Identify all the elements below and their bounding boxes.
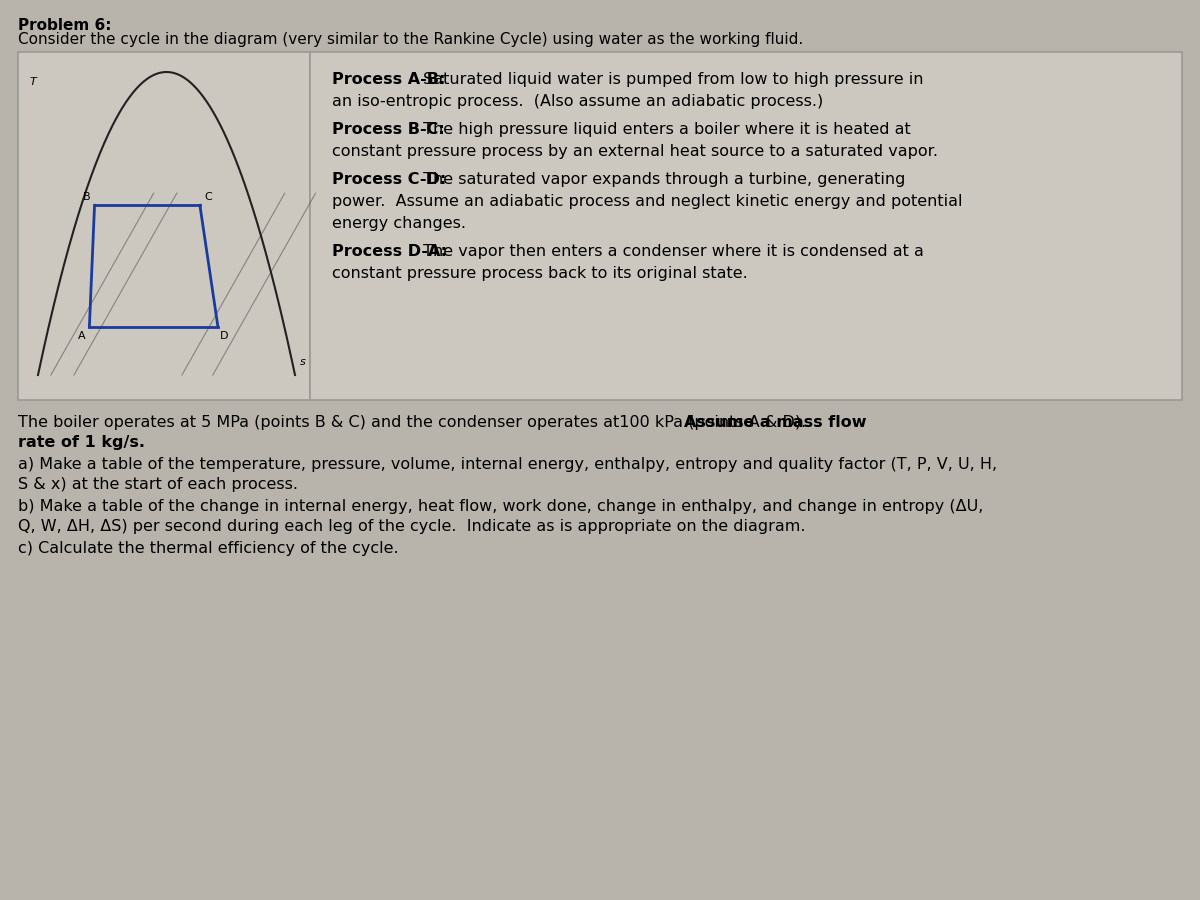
Bar bbox=[18, 52, 310, 400]
Text: Process B-C:: Process B-C: bbox=[332, 122, 445, 137]
Text: Assume a mass flow: Assume a mass flow bbox=[684, 415, 866, 430]
Text: s: s bbox=[300, 357, 306, 367]
Text: an iso-entropic process.  (Also assume an adiabatic process.): an iso-entropic process. (Also assume an… bbox=[332, 94, 823, 109]
Text: a) Make a table of the temperature, pressure, volume, internal energy, enthalpy,: a) Make a table of the temperature, pres… bbox=[18, 457, 997, 472]
Text: C: C bbox=[204, 193, 211, 202]
Text: A: A bbox=[78, 330, 85, 340]
Text: Process C-D:: Process C-D: bbox=[332, 172, 446, 187]
Text: power.  Assume an adiabatic process and neglect kinetic energy and potential: power. Assume an adiabatic process and n… bbox=[332, 194, 962, 209]
Text: B: B bbox=[83, 193, 90, 202]
Text: S & x) at the start of each process.: S & x) at the start of each process. bbox=[18, 477, 298, 492]
Text: The vapor then enters a condenser where it is condensed at a: The vapor then enters a condenser where … bbox=[419, 244, 924, 259]
Text: constant pressure process back to its original state.: constant pressure process back to its or… bbox=[332, 266, 748, 281]
Text: The high pressure liquid enters a boiler where it is heated at: The high pressure liquid enters a boiler… bbox=[419, 122, 911, 137]
Text: b) Make a table of the change in internal energy, heat flow, work done, change i: b) Make a table of the change in interna… bbox=[18, 499, 983, 514]
Text: T: T bbox=[29, 77, 36, 87]
Text: energy changes.: energy changes. bbox=[332, 216, 466, 231]
Text: Saturated liquid water is pumped from low to high pressure in: Saturated liquid water is pumped from lo… bbox=[419, 72, 924, 87]
Text: Consider the cycle in the diagram (very similar to the Rankine Cycle) using wate: Consider the cycle in the diagram (very … bbox=[18, 32, 803, 47]
Text: D: D bbox=[220, 330, 228, 340]
Text: Process A-B:: Process A-B: bbox=[332, 72, 445, 87]
Text: Process D-A:: Process D-A: bbox=[332, 244, 446, 259]
Text: Q, W, ΔH, ΔS) per second during each leg of the cycle.  Indicate as is appropria: Q, W, ΔH, ΔS) per second during each leg… bbox=[18, 519, 805, 534]
Text: constant pressure process by an external heat source to a saturated vapor.: constant pressure process by an external… bbox=[332, 144, 938, 159]
Text: rate of 1 kg/s.: rate of 1 kg/s. bbox=[18, 435, 145, 450]
Text: The boiler operates at 5 MPa (points B & C) and the condenser operates at100 kPa: The boiler operates at 5 MPa (points B &… bbox=[18, 415, 816, 430]
Text: c) Calculate the thermal efficiency of the cycle.: c) Calculate the thermal efficiency of t… bbox=[18, 541, 398, 556]
Bar bbox=[310, 52, 1182, 400]
Text: Problem 6:: Problem 6: bbox=[18, 18, 112, 33]
Text: The saturated vapor expands through a turbine, generating: The saturated vapor expands through a tu… bbox=[419, 172, 906, 187]
